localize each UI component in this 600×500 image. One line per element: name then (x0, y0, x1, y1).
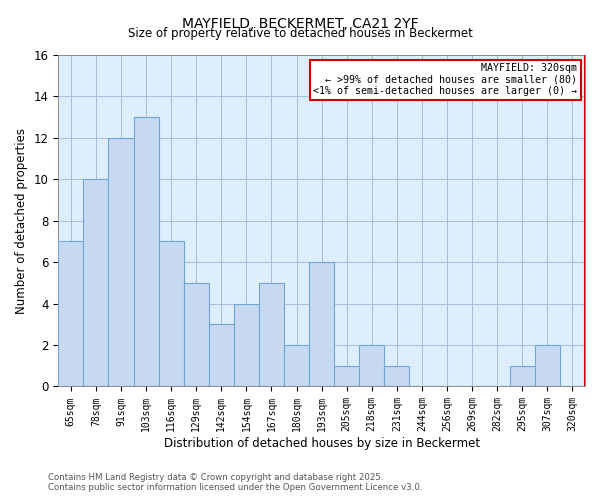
Bar (309, 262, 334, 386)
Text: Contains HM Land Registry data © Crown copyright and database right 2025.
Contai: Contains HM Land Registry data © Crown c… (48, 473, 422, 492)
Bar (385, 366, 409, 386)
Bar (510, 366, 535, 386)
Bar (334, 366, 359, 386)
Bar (134, 117, 158, 386)
Text: MAYFIELD: 320sqm
← >99% of detached houses are smaller (80)
<1% of semi-detached: MAYFIELD: 320sqm ← >99% of detached hous… (313, 64, 577, 96)
Bar (284, 345, 309, 387)
Bar (209, 324, 234, 386)
Bar (58, 242, 83, 386)
Bar (234, 304, 259, 386)
Bar (184, 283, 209, 387)
Y-axis label: Number of detached properties: Number of detached properties (15, 128, 28, 314)
Text: Size of property relative to detached houses in Beckermet: Size of property relative to detached ho… (128, 28, 472, 40)
Text: MAYFIELD, BECKERMET, CA21 2YF: MAYFIELD, BECKERMET, CA21 2YF (182, 18, 418, 32)
Bar (535, 345, 560, 387)
Bar (83, 180, 109, 386)
Bar (158, 242, 184, 386)
Bar (359, 345, 385, 387)
Bar (259, 283, 284, 387)
Bar (109, 138, 134, 386)
X-axis label: Distribution of detached houses by size in Beckermet: Distribution of detached houses by size … (164, 437, 480, 450)
